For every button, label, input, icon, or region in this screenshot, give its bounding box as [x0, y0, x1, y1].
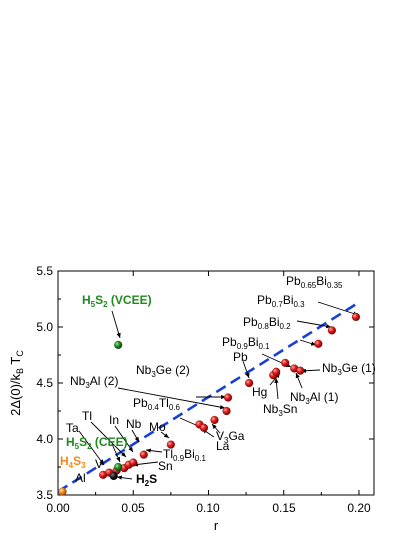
data-point [139, 450, 148, 459]
label-pb08bi02: Pb0.8Bi0.2 [243, 315, 291, 331]
label-hg: Hg [252, 385, 267, 399]
arrow-mo [160, 431, 170, 439]
label-h5s2-cee: H5S2 (CEE) [66, 435, 128, 451]
label-al: Al [75, 471, 86, 485]
label-pb07bi03: Pb0.7Bi0.3 [257, 293, 305, 309]
data-point [58, 487, 67, 496]
data-point [199, 423, 209, 432]
data-point [271, 367, 281, 376]
label-nb3al1: Nb3Al (1) [290, 390, 338, 406]
x-tick-labels: 0.00 0.05 0.10 0.15 0.20 [46, 501, 371, 515]
y-tick-label: 3.5 [36, 488, 53, 502]
label-pb065bi035: Pb0.65Bi0.35 [286, 274, 343, 290]
label-sn: Sn [158, 459, 173, 473]
point-labels: H5S2 (VCEE) Pb0.65Bi0.35 Pb0.7Bi0.3 Pb0.… [60, 274, 376, 488]
y-axis-title: 2Δ(0)/kB TC [8, 350, 25, 416]
label-in: In [109, 413, 119, 427]
data-point [296, 366, 305, 375]
arrow-sn [132, 461, 159, 467]
data-point [129, 458, 138, 467]
arrow-nb3al2 [117, 387, 226, 410]
label-pb09bi01: Pb0.9Bi0.1 [222, 335, 270, 351]
y-tick-label: 4.0 [36, 432, 53, 446]
data-point [351, 312, 361, 322]
arrow-nb [131, 429, 140, 443]
arrow-h2s [116, 475, 133, 480]
arrow-pb065 [317, 301, 359, 316]
x-tick-label: 0.15 [272, 501, 296, 515]
arrow-tl09 [145, 448, 163, 453]
arrow-vcee [111, 310, 121, 339]
data-point [113, 462, 123, 472]
label-h5s2-vcee: H5S2 (VCEE) [82, 293, 152, 309]
data-point [314, 339, 323, 348]
label-mo: Mo [149, 420, 166, 434]
label-nb: Nb [126, 417, 142, 431]
label-v: V [95, 457, 103, 471]
label-tl09bi01: Tl0.9Bi0.1 [163, 447, 206, 463]
data-point [223, 393, 233, 402]
arrow-pb [242, 360, 250, 379]
data-point [327, 326, 337, 335]
data-point [244, 378, 254, 388]
y-tick-labels: 3.5 4.0 4.5 5.0 5.5 [36, 264, 53, 502]
arrow-pb08 [299, 339, 317, 346]
label-h2s: H2S [136, 472, 157, 488]
label-ta: Ta [66, 421, 79, 435]
label-nb3al2: Nb3Al (2) [70, 374, 118, 390]
data-point [222, 406, 231, 416]
annotation-arrows [78, 301, 359, 480]
label-pb: Pb [233, 350, 248, 364]
arrow-v3ga [211, 423, 221, 434]
data-points [58, 312, 361, 496]
axis-ticks [57, 270, 374, 496]
data-point [109, 471, 118, 481]
label-nb3sn: Nb3Sn [263, 402, 297, 418]
x-tick-label: 0.00 [46, 501, 70, 515]
arrow-pb07 [296, 320, 332, 329]
y-tick-label: 5.5 [36, 264, 53, 278]
x-tick-label: 0.20 [347, 501, 371, 515]
arrow-nb3al1 [295, 372, 303, 389]
data-point [210, 415, 219, 425]
label-v3ga: V3Ga [216, 429, 245, 445]
arrow-ta [78, 430, 105, 466]
y-tick-label: 4.5 [36, 376, 53, 390]
y-tick-label: 5.0 [36, 320, 53, 334]
label-pb04tl06: Pb0.4Tl0.6 [133, 396, 180, 412]
arrow-cee [111, 443, 121, 463]
data-point [113, 340, 123, 350]
x-axis-title: r [214, 518, 219, 533]
data-point [281, 358, 290, 368]
label-la: La [216, 439, 230, 453]
x-tick-label: 0.10 [196, 501, 220, 515]
arrow-in [114, 425, 134, 453]
label-h4s3: H4S3 [60, 454, 86, 470]
label-nb3ge1: Nb3Ge (1) [322, 361, 376, 377]
arrow-tl [90, 421, 127, 458]
label-tl: Tl [82, 409, 92, 423]
arrow-nb3sn [274, 377, 279, 400]
label-nb3ge2: Nb3Ge (2) [136, 363, 190, 379]
x-tick-label: 0.05 [121, 501, 145, 515]
data-point [166, 440, 176, 449]
